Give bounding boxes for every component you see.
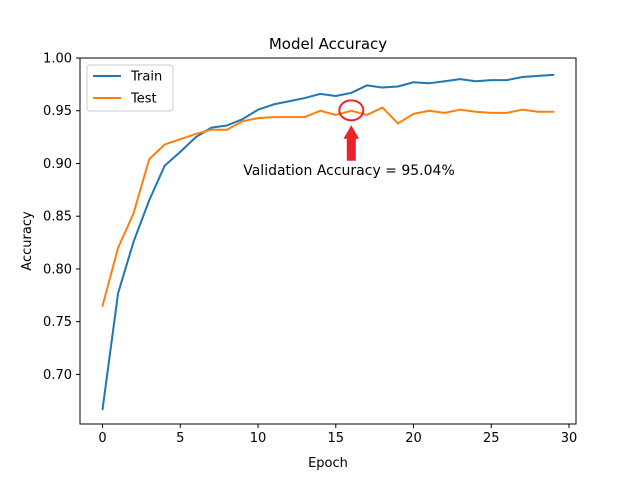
x-tick-label: 10 [250, 431, 267, 446]
x-tick-label: 5 [176, 431, 184, 446]
x-axis-title: Epoch [308, 456, 348, 471]
legend-label-train: Train [130, 70, 162, 85]
y-tick-label: 0.70 [43, 368, 72, 383]
legend-label-test: Test [130, 92, 157, 107]
annotation-arrow-icon [343, 125, 360, 161]
annotation-text: Validation Accuracy = 95.04% [243, 163, 455, 179]
chart-title: Model Accuracy [269, 35, 387, 53]
y-tick-label: 0.90 [43, 157, 72, 172]
y-tick-label: 0.85 [43, 210, 72, 225]
y-tick-label: 0.80 [43, 262, 72, 277]
x-axis: 0 5 10 15 20 25 30 [98, 424, 577, 446]
series-line-test [101, 106, 555, 307]
x-tick-label: 0 [98, 431, 106, 446]
y-tick-label: 1.00 [43, 52, 72, 67]
x-tick-label: 30 [561, 431, 578, 446]
y-axis: 0.70 0.75 0.80 0.85 0.90 0.95 1.00 [43, 52, 80, 383]
legend: Train Test [86, 64, 174, 112]
y-tick-label: 0.75 [43, 315, 72, 330]
annotation-layer [338, 99, 365, 161]
y-tick-label: 0.95 [43, 104, 72, 119]
plot-frame [79, 57, 577, 425]
series-line-train [101, 73, 555, 411]
annotation-circle [338, 99, 365, 122]
y-axis-title: Accuracy [20, 211, 35, 271]
x-tick-label: 20 [405, 431, 422, 446]
series-layer [101, 73, 555, 411]
x-tick-label: 15 [328, 431, 345, 446]
x-tick-label: 25 [483, 431, 500, 446]
